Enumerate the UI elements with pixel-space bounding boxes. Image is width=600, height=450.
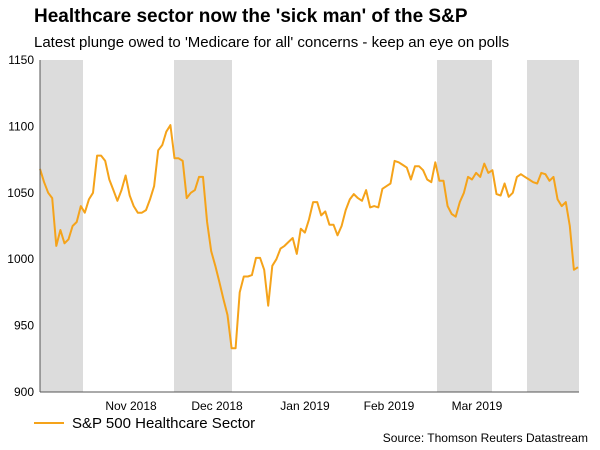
chart-subtitle: Latest plunge owed to 'Medicare for all'… <box>34 34 510 51</box>
y-tick-1150: 1150 <box>8 53 34 67</box>
y-tick-900: 900 <box>14 385 34 399</box>
legend: S&P 500 Healthcare Sector <box>34 414 255 432</box>
source-note: Source: Thomson Reuters Datastream <box>382 431 588 445</box>
shaded-band-dec-2018 <box>174 60 232 392</box>
y-tick-1000: 1000 <box>7 252 34 266</box>
x-tick-dec-2018: Dec 2018 <box>191 399 243 413</box>
y-tick-1100: 1100 <box>8 119 34 133</box>
y-tick-1050: 1050 <box>7 186 34 200</box>
x-tick-mar-2019: Mar 2019 <box>452 399 503 413</box>
shaded-band-apr-2019 <box>527 60 579 392</box>
legend-label: S&P 500 Healthcare Sector <box>72 414 256 432</box>
series-line-healthcare <box>39 124 579 350</box>
shaded-band-oct-2018 <box>40 60 83 392</box>
x-tick-nov-2018: Nov 2018 <box>105 399 157 413</box>
chart-title: Healthcare sector now the 'sick man' of … <box>34 6 468 27</box>
y-tick-950: 950 <box>14 319 34 333</box>
x-tick-jan-2019: Jan 2019 <box>280 399 330 413</box>
x-tick-feb-2019: Feb 2019 <box>364 399 415 413</box>
legend-swatch <box>34 422 64 424</box>
shaded-band-feb-2019 <box>437 60 492 392</box>
